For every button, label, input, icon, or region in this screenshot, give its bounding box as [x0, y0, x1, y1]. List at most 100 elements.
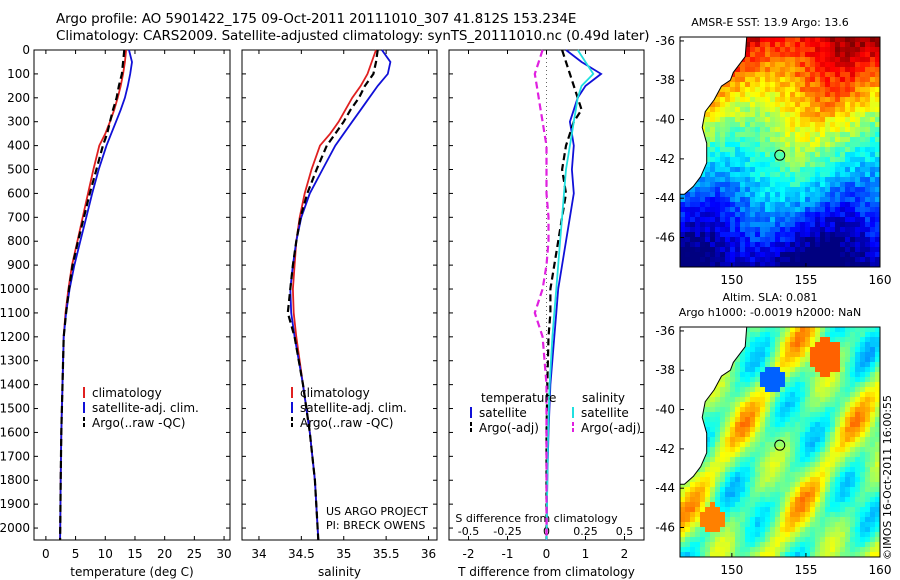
map-cell	[695, 252, 701, 258]
map-cell	[790, 217, 796, 223]
map-cell	[685, 527, 691, 533]
map-cell	[755, 542, 761, 548]
map-cell	[800, 477, 806, 483]
map-cell	[700, 252, 706, 258]
map-cell	[730, 137, 736, 143]
map-cell	[735, 142, 741, 148]
map-cell	[860, 57, 866, 63]
map-cell	[775, 477, 781, 483]
map-cell	[870, 262, 876, 268]
map-cell	[870, 382, 876, 388]
map-cell	[840, 57, 846, 63]
map-cell	[775, 487, 781, 493]
map-cell	[700, 502, 706, 508]
map-cell	[710, 152, 716, 158]
map-cell	[745, 192, 751, 198]
map-cell	[685, 522, 691, 528]
map-cell	[820, 67, 826, 73]
map-cell	[860, 187, 866, 193]
map-cell	[685, 552, 691, 558]
map-cell	[800, 207, 806, 213]
map-cell	[745, 452, 751, 458]
map-cell	[860, 497, 866, 503]
map-cell	[760, 407, 766, 413]
map-cell	[825, 547, 831, 553]
map-cell	[750, 467, 756, 473]
map-cell	[760, 197, 766, 203]
map-cell	[780, 227, 786, 233]
map-cell	[740, 92, 746, 98]
map-cell	[855, 87, 861, 93]
map-subtitle: Argo h1000: -0.0019 h2000: NaN	[679, 306, 862, 319]
map-cell	[830, 242, 836, 248]
map-cell	[750, 122, 756, 128]
map-cell	[780, 197, 786, 203]
map-cell	[770, 442, 776, 448]
map-cell	[865, 237, 871, 243]
map-cell	[835, 367, 841, 373]
map-cell	[755, 462, 761, 468]
map-cell	[775, 327, 781, 333]
x-tick-label: 5	[72, 547, 80, 561]
map-cell	[825, 237, 831, 243]
map-cell	[780, 517, 786, 523]
map-cell	[750, 417, 756, 423]
map-cell	[710, 512, 716, 518]
map-cell	[875, 347, 881, 353]
map-cell	[810, 537, 816, 543]
map-cell	[750, 237, 756, 243]
map-cell	[765, 192, 771, 198]
map-cell	[820, 437, 826, 443]
map-cell	[820, 332, 826, 338]
map-cell	[780, 37, 786, 43]
map-cell	[715, 387, 721, 393]
map-cell	[715, 172, 721, 178]
map-cell	[760, 122, 766, 128]
map-cell	[770, 97, 776, 103]
map-cell	[785, 52, 791, 58]
map-cell	[735, 522, 741, 528]
y-tick-label: -40	[655, 113, 675, 127]
map-cell	[845, 192, 851, 198]
map-cell	[785, 47, 791, 53]
map-cell	[775, 67, 781, 73]
map-cell	[870, 352, 876, 358]
map-cell	[735, 452, 741, 458]
map-cell	[815, 92, 821, 98]
map-cell	[810, 402, 816, 408]
map-cell	[770, 222, 776, 228]
map-cell	[695, 532, 701, 538]
map-cell	[790, 472, 796, 478]
map-cell	[810, 207, 816, 213]
map-cell	[855, 192, 861, 198]
map-cell	[785, 97, 791, 103]
map-cell	[715, 432, 721, 438]
map-cell	[765, 502, 771, 508]
map-cell	[735, 472, 741, 478]
map-cell	[865, 257, 871, 263]
map-cell	[755, 552, 761, 558]
map-cell	[785, 57, 791, 63]
map-cell	[685, 517, 691, 523]
map-cell	[825, 502, 831, 508]
map-cell	[820, 467, 826, 473]
map-cell	[805, 457, 811, 463]
map-cell	[750, 352, 756, 358]
map-cell	[775, 462, 781, 468]
map-cell	[875, 517, 881, 523]
map-cell	[740, 377, 746, 383]
map-cell	[845, 97, 851, 103]
map-cell	[730, 207, 736, 213]
map-cell	[705, 547, 711, 553]
map-cell	[820, 247, 826, 253]
map-cell	[745, 132, 751, 138]
map-cell	[840, 257, 846, 263]
map-cell	[785, 247, 791, 253]
map-cell	[775, 262, 781, 268]
map-cell	[845, 162, 851, 168]
map-cell	[725, 177, 731, 183]
map-cell	[710, 482, 716, 488]
map-cell	[840, 237, 846, 243]
header-title-line1: Argo profile: AO 5901422_175 09-Oct-2011…	[56, 11, 577, 27]
map-cell	[845, 547, 851, 553]
